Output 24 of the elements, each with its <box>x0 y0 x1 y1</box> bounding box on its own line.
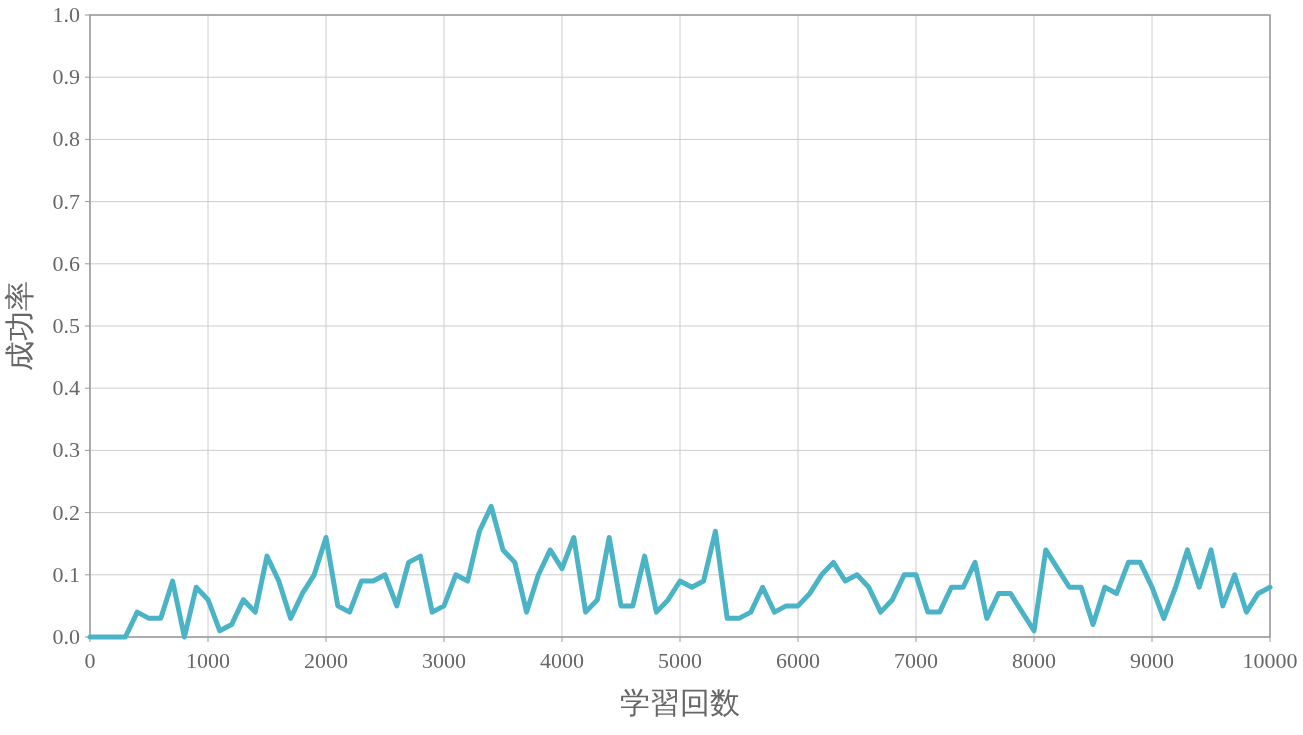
y-tick-label: 0.0 <box>52 624 80 649</box>
x-tick-label: 5000 <box>658 648 702 673</box>
y-tick-label: 0.8 <box>52 126 80 152</box>
x-axis-title: 学習回数 <box>620 685 740 720</box>
x-tick-label: 1000 <box>186 648 230 673</box>
x-tick-label: 9000 <box>1130 648 1174 673</box>
y-tick-label: 0.5 <box>52 313 80 338</box>
y-tick-label: 0.2 <box>52 499 80 525</box>
y-tick-label: 0.9 <box>52 64 80 90</box>
y-tick-label: 0.3 <box>52 437 80 463</box>
x-tick-label: 3000 <box>422 648 466 673</box>
y-tick-label: 0.7 <box>52 188 80 214</box>
x-tick-label: 7000 <box>894 648 938 673</box>
x-tick-label: 4000 <box>540 648 584 673</box>
x-tick-label: 8000 <box>1012 648 1056 673</box>
x-tick-label: 10000 <box>1242 648 1298 673</box>
y-tick-label: 0.6 <box>52 250 80 276</box>
y-tick-label: 1.0 <box>52 2 80 27</box>
x-tick-label: 6000 <box>776 648 820 673</box>
y-tick-label: 0.4 <box>52 375 80 401</box>
y-tick-label: 0.1 <box>52 561 80 587</box>
y-axis-title: 成功率 <box>2 281 37 371</box>
x-tick-label: 0 <box>84 648 96 673</box>
x-tick-label: 2000 <box>304 648 348 673</box>
